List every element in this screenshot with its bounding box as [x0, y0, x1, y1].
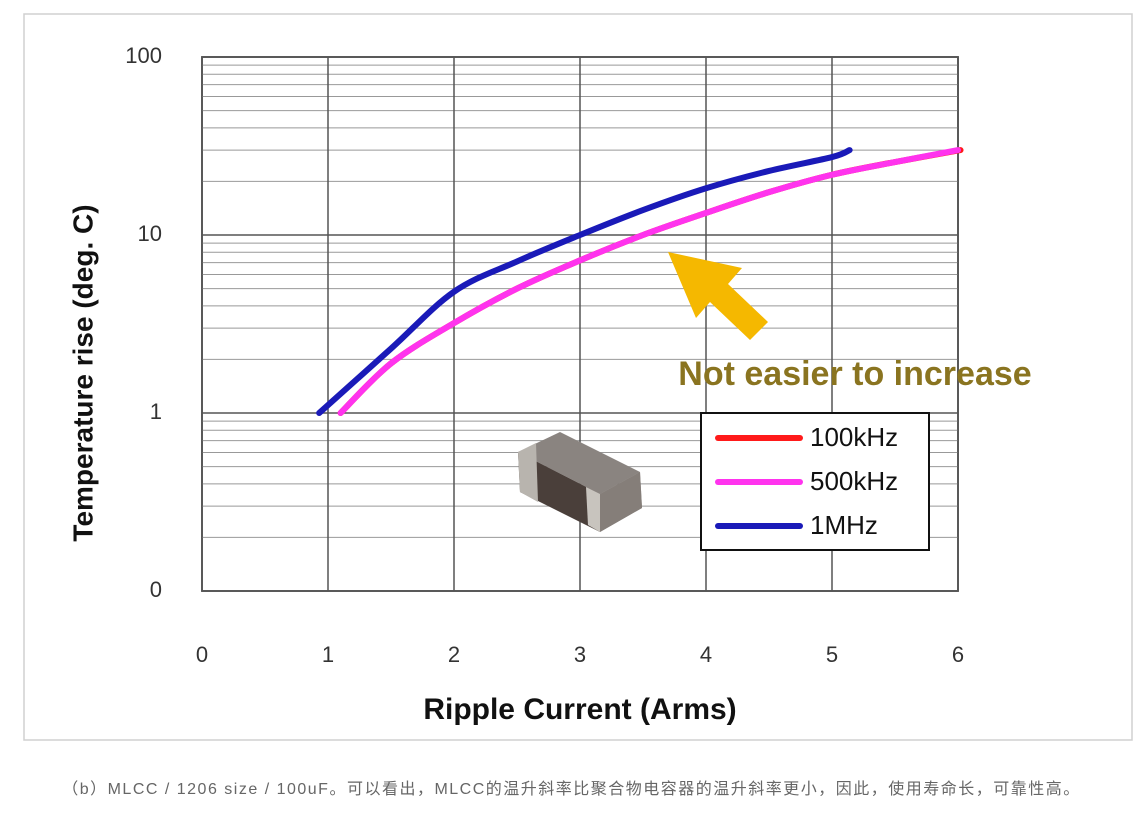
annotation: Not easier to increase	[678, 355, 1031, 393]
chart: Temperature rise (deg. C) Ripple Current…	[23, 13, 1133, 741]
x-tick-label: 5	[826, 642, 838, 667]
series-line	[316, 147, 853, 416]
caption: （b）MLCC / 1206 size / 100uF。可以看出，MLCC的温升…	[62, 781, 1081, 798]
y-tick-label: 10	[138, 221, 162, 246]
x-tick-label: 0	[196, 642, 208, 667]
y-tick-label: 100	[125, 43, 162, 68]
arrow	[668, 252, 768, 340]
x-axis-label: Ripple Current (Arms)	[423, 693, 736, 726]
legend-label: 1MHz	[810, 510, 878, 540]
capacitor-image	[518, 432, 642, 532]
x-tick-label: 6	[952, 642, 964, 667]
x-tick-label: 3	[574, 642, 586, 667]
series-line	[337, 147, 961, 416]
x-tick-label: 4	[700, 642, 712, 667]
legend-label: 100kHz	[810, 422, 898, 452]
y-axis-label: Temperature rise (deg. C)	[67, 204, 98, 541]
x-tick-label: 2	[448, 642, 460, 667]
y-tick-label: 1	[150, 399, 162, 424]
legend-label: 500kHz	[810, 466, 898, 496]
y-tick-label: 0	[150, 577, 162, 602]
x-tick-label: 1	[322, 642, 334, 667]
